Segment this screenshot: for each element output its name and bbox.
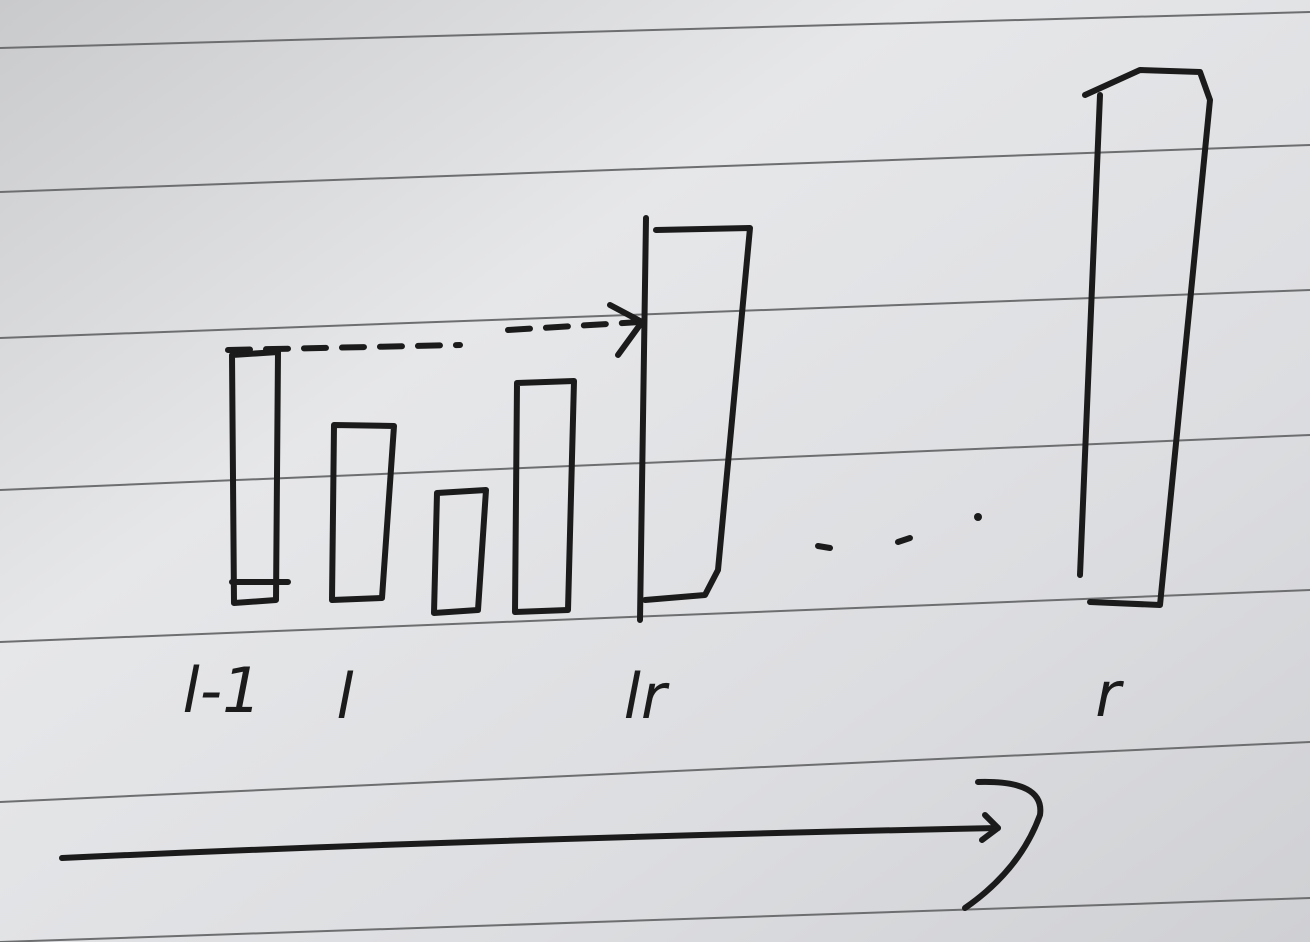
- paper-rules: [0, 11, 1310, 942]
- dot: [895, 535, 913, 545]
- rule: [0, 434, 1310, 491]
- arrow-head: [607, 302, 645, 358]
- ellipsis: [815, 513, 982, 551]
- dashed-arrow: [225, 302, 645, 358]
- rule: [0, 741, 1310, 803]
- bar: [637, 215, 753, 623]
- dot: [974, 513, 982, 521]
- rule: [0, 897, 1310, 942]
- bars: [229, 67, 1213, 623]
- rule: [0, 144, 1310, 193]
- bar: [229, 349, 291, 606]
- dashed-line: [225, 319, 643, 353]
- pointer-label: lr: [624, 660, 670, 733]
- arrow-line: [59, 825, 1001, 861]
- pointer-label: l-1: [182, 654, 261, 727]
- bar: [329, 422, 397, 603]
- bar: [1077, 67, 1213, 608]
- arrow-head: [979, 812, 1001, 843]
- dot: [815, 543, 833, 551]
- rule: [0, 589, 1310, 643]
- pointer-label: r: [1095, 658, 1124, 731]
- arrow-hook: [962, 778, 1044, 911]
- bar: [512, 378, 577, 615]
- pointer-label: l: [336, 660, 353, 733]
- long-arrow: [59, 778, 1044, 911]
- rule: [0, 11, 1310, 49]
- bar: [431, 487, 489, 616]
